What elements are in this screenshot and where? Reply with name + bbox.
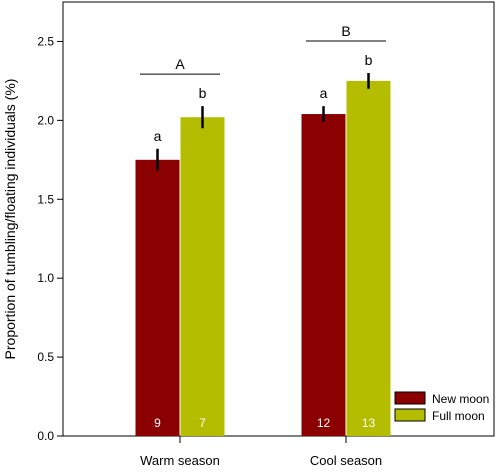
- sample-size-label: 13: [362, 416, 376, 430]
- plot-frame: [62, 1, 495, 437]
- legend-label: New moon: [432, 392, 489, 406]
- significance-letter: b: [199, 85, 207, 101]
- legend: New moon Full moon: [394, 391, 489, 423]
- bar-new-moon: [301, 114, 346, 437]
- sample-size-label: 12: [317, 416, 331, 430]
- legend-swatch: [394, 391, 426, 405]
- y-tick-label: 2.0: [37, 113, 54, 127]
- y-tick-label: 0.0: [37, 429, 54, 443]
- x-tick-label: Cool season: [310, 453, 382, 468]
- y-tick-label: 1.5: [37, 192, 54, 206]
- y-axis-ticks: 0.0 0.5 1.0 1.5 2.0 2.5: [37, 34, 63, 443]
- group-letter: A: [175, 56, 185, 72]
- sample-size-label: 9: [154, 416, 161, 430]
- bar-new-moon: [135, 159, 180, 436]
- group-comparisons: AB: [140, 23, 386, 75]
- sample-size-label: 7: [199, 416, 206, 430]
- y-axis-title: Proportion of tumbling/floating individu…: [2, 79, 18, 360]
- significance-letter: a: [320, 85, 328, 101]
- bar-full-moon: [180, 117, 225, 436]
- y-tick-label: 0.5: [37, 350, 54, 364]
- group-letter: B: [341, 23, 350, 39]
- y-tick-label: 1.0: [37, 271, 54, 285]
- legend-swatch: [394, 408, 426, 422]
- bars: a 9 b 7 a 12 b 13: [135, 52, 391, 437]
- y-tick-label: 2.5: [37, 34, 54, 48]
- bar-full-moon: [346, 80, 391, 436]
- x-axis-labels: Warm season Cool season: [140, 436, 382, 468]
- significance-letter: a: [154, 128, 162, 144]
- x-tick-label: Warm season: [140, 453, 220, 468]
- significance-letter: b: [365, 52, 373, 68]
- legend-label: Full moon: [432, 409, 485, 423]
